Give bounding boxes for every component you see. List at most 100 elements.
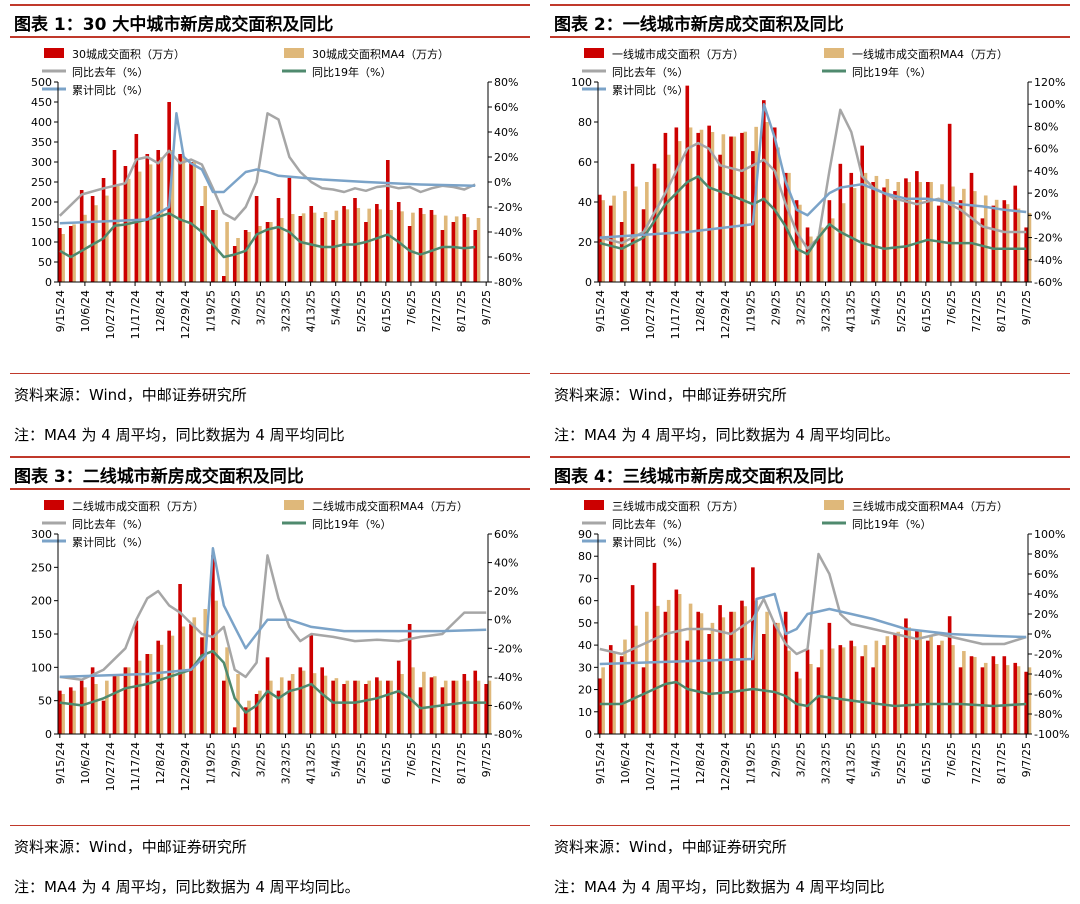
left-tick-label: 450 <box>31 96 52 109</box>
title-rule-top <box>10 456 530 458</box>
x-tick-label: 11/17/24 <box>129 290 142 339</box>
ma4-bar <box>743 131 748 282</box>
bar <box>178 154 182 282</box>
bar <box>473 230 478 282</box>
ma4-bar <box>896 182 901 282</box>
bar <box>1013 185 1018 282</box>
left-tick-label: 20 <box>578 684 592 697</box>
bar <box>156 640 161 734</box>
source-rule <box>10 373 530 374</box>
bar <box>969 172 974 282</box>
left-tick-label: 150 <box>31 216 52 229</box>
ma4-bar <box>601 667 605 734</box>
ma4-bar <box>699 613 704 734</box>
bar <box>232 246 237 282</box>
ma4-bar <box>323 675 328 734</box>
chart-title: 图表 2：一线城市新房成交面积及同比 <box>554 15 844 35</box>
ma4-bar <box>666 599 671 734</box>
y19-line <box>599 680 1027 708</box>
bar <box>991 205 996 282</box>
ma4-bar <box>258 690 262 734</box>
right-tick-label: -80% <box>494 276 522 289</box>
x-tick-label: 12/29/24 <box>719 742 732 791</box>
left-tick-label: 200 <box>31 595 52 608</box>
bar <box>641 667 646 734</box>
legend: 30城成交面积（万方） 30城成交面积MA4（万方） 同比去年（%） 同比19年（%）… <box>42 47 449 97</box>
left-tick-label: 200 <box>31 196 52 209</box>
ma4-bar <box>907 627 912 734</box>
left-tick-label: 0 <box>45 276 52 289</box>
bar <box>243 230 248 282</box>
bar <box>1013 662 1018 734</box>
bar <box>353 198 357 282</box>
ma4-bar <box>1016 208 1021 282</box>
x-tick-label: 8/17/25 <box>995 742 1008 784</box>
right-tick-label: 80% <box>494 76 518 89</box>
ma4-bar <box>896 631 901 734</box>
bar <box>827 200 832 282</box>
ma4-bar <box>247 700 251 734</box>
left-tick-label: 100 <box>31 661 52 674</box>
ma4-bar <box>443 215 448 282</box>
left-tick-label: 60 <box>578 156 592 169</box>
ma4-bar <box>1027 667 1032 734</box>
ma4-bar <box>400 211 404 282</box>
right-tick-label: 60% <box>494 528 518 541</box>
x-tick-label: 5/4/25 <box>870 742 883 777</box>
ma4-bar <box>301 670 306 734</box>
ma4-bar <box>732 136 737 282</box>
bar <box>331 680 335 734</box>
left-tick-label: 80 <box>578 550 592 563</box>
ma4-bar <box>972 191 977 282</box>
x-tick-label: 7/6/25 <box>405 742 418 777</box>
bar <box>222 276 226 282</box>
bar <box>276 690 281 734</box>
ma4-bar <box>269 222 273 282</box>
right-tick-label: -20% <box>1034 648 1062 661</box>
bar <box>418 208 423 282</box>
chart-4: 三线城市成交面积（万方） 三线城市成交面积MA4（万方） 同比去年（%） 同比19年（… <box>578 499 1069 791</box>
note-text: 注：MA4 为 4 周平均，同比数据为 4 周平均同比 <box>14 426 345 444</box>
bar <box>79 190 84 282</box>
chart-3: 二线城市成交面积（万方） 二线城市成交面积MA4（万方） 同比去年（%） 同比19年（… <box>31 499 522 791</box>
ma4-bar <box>972 656 977 734</box>
source-text: 资料来源：Wind，中邮证券研究所 <box>554 386 787 404</box>
ma4-bar <box>301 213 306 282</box>
x-tick-label: 9/7/25 <box>1020 290 1033 325</box>
panel-1: 图表 1：30 大中城市新房成交面积及同比 30城成交面积（万方） 30城成交面积… <box>0 0 540 452</box>
ma4-bar <box>787 650 791 734</box>
ma4-bar <box>863 172 868 282</box>
bar <box>58 228 62 282</box>
bar <box>882 187 886 282</box>
bar <box>718 605 722 734</box>
right-tick-label: -20% <box>494 201 522 214</box>
bar <box>608 205 613 282</box>
right-tick-label: -80% <box>494 728 522 741</box>
ma4-bar <box>940 640 944 734</box>
bar <box>871 182 875 282</box>
x-tick-label: 12/29/24 <box>719 290 732 339</box>
bar <box>178 584 182 734</box>
ma4-bar <box>776 622 780 734</box>
bar <box>707 634 711 734</box>
bar <box>200 206 204 282</box>
yoy-line <box>59 554 487 681</box>
ma4-bar <box>929 182 933 282</box>
left-tick-label: 300 <box>31 528 52 541</box>
bar <box>816 667 821 734</box>
bar <box>991 656 996 734</box>
left-tick-label: 30 <box>578 661 592 674</box>
ma4-bar <box>236 238 240 282</box>
x-tick-label: 12/29/24 <box>179 290 192 339</box>
x-tick-label: 8/17/25 <box>455 742 468 784</box>
ma4-bar <box>798 678 802 734</box>
ma4-bar <box>476 218 481 282</box>
ma4-bar <box>612 195 616 282</box>
x-tick-label: 10/27/24 <box>644 742 657 791</box>
ma4-bar <box>951 645 955 734</box>
bar <box>276 198 281 282</box>
ma4-bar <box>105 680 109 734</box>
bar <box>740 132 744 282</box>
bar <box>980 667 985 734</box>
ma4-bar <box>809 236 813 282</box>
